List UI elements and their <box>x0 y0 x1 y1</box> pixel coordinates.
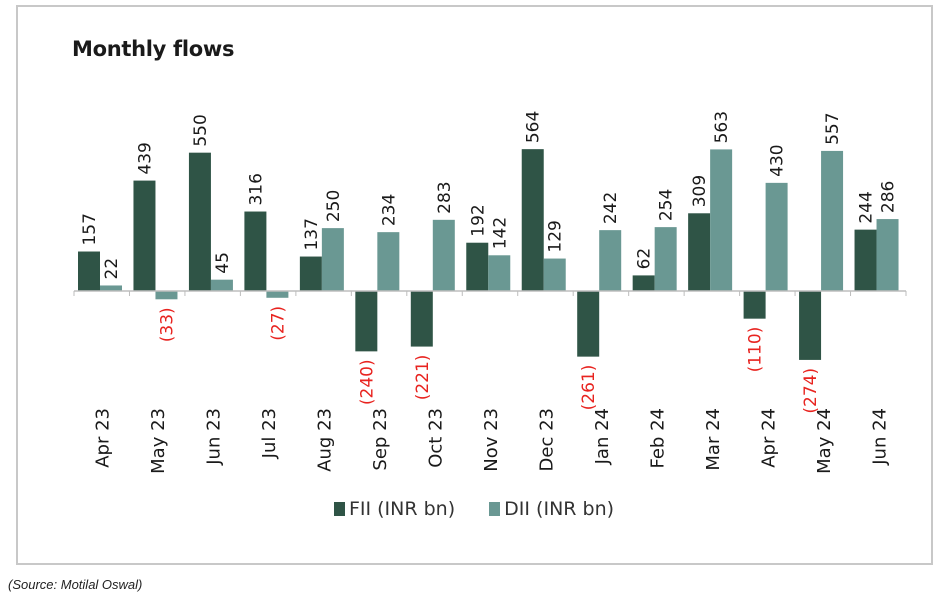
bar-dii <box>543 258 566 291</box>
data-label-fii: 62 <box>635 248 655 270</box>
bar-dii <box>266 291 289 298</box>
legend-swatch-fii <box>333 502 345 516</box>
data-label-dii: 250 <box>324 190 344 222</box>
bar-dii <box>321 228 344 291</box>
x-tick-label: Dec 23 <box>536 408 557 471</box>
bar-fii <box>799 291 822 360</box>
x-tick-label: Aug 23 <box>315 408 336 472</box>
chart-title: Monthly flows <box>72 37 235 61</box>
data-label-dii: 430 <box>768 144 788 176</box>
data-label-fii: (221) <box>413 355 433 401</box>
data-label-fii: 244 <box>857 191 877 223</box>
data-label-dii: 142 <box>490 217 510 249</box>
bar-dii <box>710 149 733 291</box>
bar-fii <box>577 291 600 357</box>
x-tick-label: Jun 23 <box>204 408 225 466</box>
data-label-fii: 137 <box>302 218 322 250</box>
data-label-fii: 309 <box>690 175 710 207</box>
data-label-fii: (261) <box>579 365 599 411</box>
data-label-dii: 22 <box>102 258 122 280</box>
bar-dii <box>100 285 122 291</box>
x-tick-label: Mar 24 <box>703 408 724 471</box>
bar-fii <box>244 211 267 291</box>
bar-fii <box>688 213 711 291</box>
legend-label-fii: FII (INR bn) <box>348 498 456 520</box>
data-label-fii: 192 <box>468 204 488 236</box>
data-label-dii: 234 <box>379 194 399 226</box>
legend-item-dii: DII (INR bn) <box>489 498 614 520</box>
legend-swatch-dii <box>489 502 501 516</box>
x-tick-label: Feb 24 <box>647 408 668 469</box>
bar-fii <box>521 149 544 291</box>
data-label-dii: 286 <box>879 181 899 213</box>
data-label-fii: (240) <box>357 359 377 405</box>
data-label-dii: 242 <box>601 192 621 224</box>
legend-label-dii: DII (INR bn) <box>504 498 615 520</box>
data-label-fii: 157 <box>80 213 100 245</box>
bar-dii <box>765 182 788 291</box>
bar-fii <box>355 291 378 352</box>
legend-item-fii: FII (INR bn) <box>333 498 456 520</box>
data-label-fii: 439 <box>135 142 155 174</box>
bar-dii <box>155 291 178 300</box>
bar-fii <box>78 251 100 291</box>
legend: FII (INR bn) DII (INR bn) <box>0 498 948 521</box>
data-label-dii: (33) <box>157 307 177 342</box>
data-label-dii: 129 <box>546 220 566 252</box>
x-tick-label: Sep 23 <box>370 408 391 471</box>
data-label-dii: 283 <box>435 181 455 213</box>
bar-fii <box>188 152 211 291</box>
source-note: (Source: Motilal Oswal) <box>8 577 143 592</box>
data-label-fii: 550 <box>191 114 211 146</box>
x-tick-label: Apr 24 <box>758 408 779 468</box>
x-tick-label: Oct 23 <box>426 408 447 468</box>
bar-dii <box>599 230 622 291</box>
data-label-fii: (274) <box>801 368 821 414</box>
x-tick-label: Jan 24 <box>592 408 613 465</box>
data-label-fii: 316 <box>246 173 266 205</box>
bar-dii <box>876 219 899 291</box>
x-tick-label: Nov 23 <box>481 408 502 472</box>
x-tick-label: Apr 23 <box>93 408 114 468</box>
x-tick-label: May 24 <box>814 408 835 474</box>
x-tick-label: May 23 <box>148 408 169 474</box>
bar-dii <box>210 279 233 291</box>
bar-dii <box>654 227 677 291</box>
x-tick-label: Jun 24 <box>869 408 890 466</box>
bar-fii <box>410 291 433 347</box>
bar-dii <box>377 232 400 291</box>
data-label-dii: 563 <box>712 111 732 143</box>
bar-dii <box>821 150 844 291</box>
data-label-dii: (27) <box>268 306 288 341</box>
bar-fii <box>466 242 489 291</box>
data-label-dii: 254 <box>657 189 677 221</box>
data-label-dii: 45 <box>213 252 233 274</box>
bar-dii <box>488 255 511 291</box>
bar-fii <box>632 275 655 291</box>
bar-fii <box>299 256 322 291</box>
bar-fii <box>743 291 766 319</box>
bar-dii <box>432 219 455 291</box>
bar-fii <box>133 180 156 291</box>
x-tick-label: Jul 23 <box>259 408 280 459</box>
data-label-fii: (110) <box>746 327 766 373</box>
bar-fii <box>854 229 877 291</box>
data-label-fii: 564 <box>524 111 544 143</box>
data-label-dii: 557 <box>823 112 843 144</box>
